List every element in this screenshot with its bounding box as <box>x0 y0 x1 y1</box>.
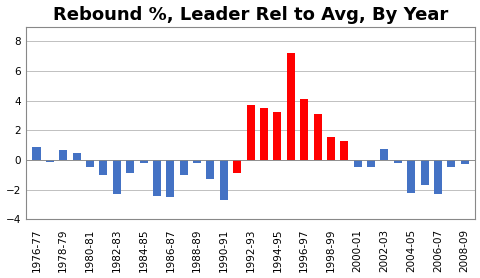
Bar <box>286 53 294 160</box>
Bar <box>366 160 374 167</box>
Bar <box>139 160 147 163</box>
Bar <box>46 160 54 162</box>
Bar <box>420 160 428 185</box>
Bar <box>112 160 120 194</box>
Bar <box>166 160 174 197</box>
Bar <box>460 160 468 164</box>
Bar <box>153 160 161 195</box>
Bar <box>72 153 81 160</box>
Bar <box>180 160 187 175</box>
Bar <box>433 160 441 194</box>
Bar <box>246 105 254 160</box>
Bar <box>233 160 241 173</box>
Bar <box>126 160 134 173</box>
Bar <box>99 160 107 175</box>
Bar <box>59 150 67 160</box>
Bar <box>326 137 334 160</box>
Bar <box>206 160 214 179</box>
Bar <box>260 108 267 160</box>
Bar <box>393 160 401 163</box>
Bar <box>273 113 281 160</box>
Bar <box>339 141 348 160</box>
Bar <box>219 160 228 200</box>
Bar <box>353 160 361 167</box>
Bar <box>313 114 321 160</box>
Bar <box>86 160 94 167</box>
Bar <box>192 160 201 163</box>
Bar <box>380 149 388 160</box>
Bar <box>407 160 414 193</box>
Bar <box>300 99 308 160</box>
Title: Rebound %, Leader Rel to Avg, By Year: Rebound %, Leader Rel to Avg, By Year <box>53 6 447 24</box>
Bar <box>33 147 40 160</box>
Bar <box>446 160 455 167</box>
